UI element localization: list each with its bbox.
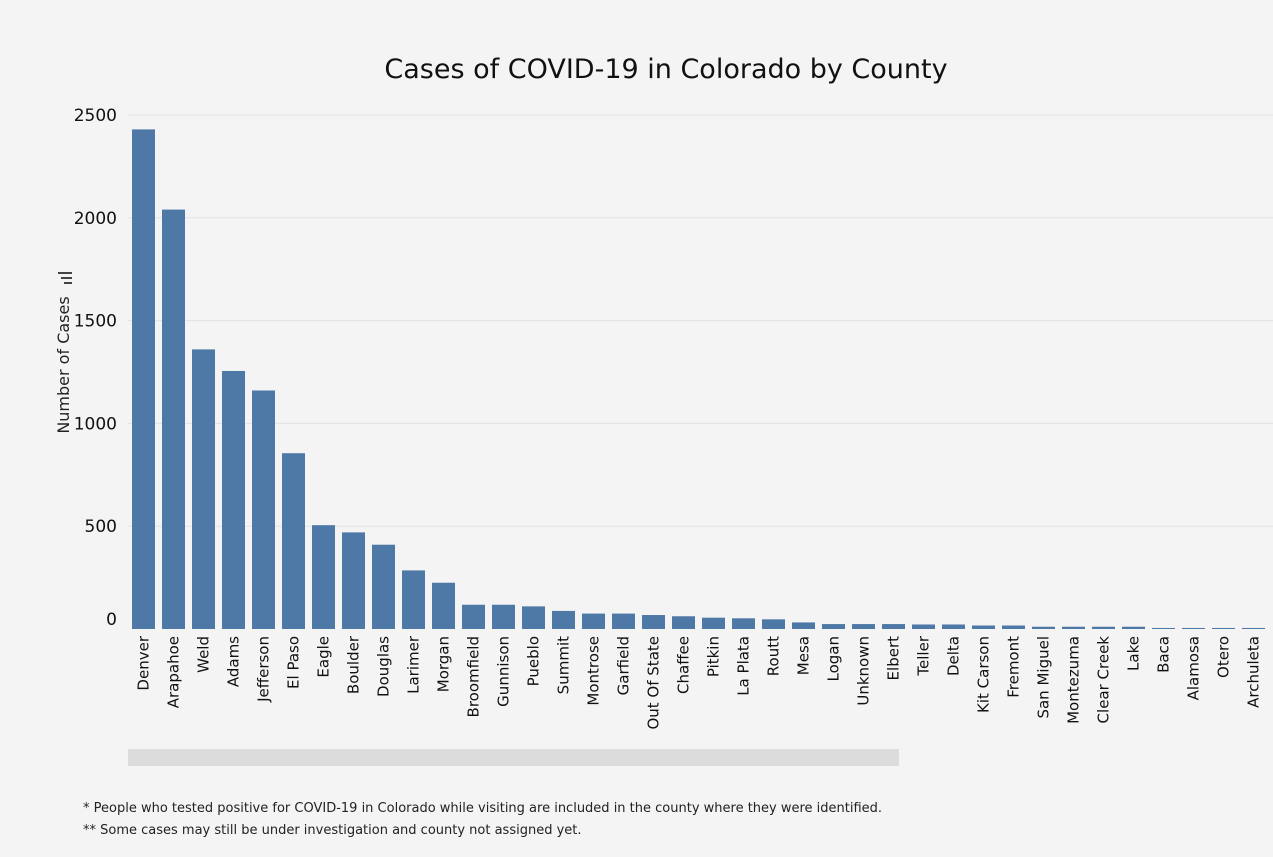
x-tick-label: Broomfield: [465, 636, 483, 717]
y-tick-label: 2000: [74, 209, 117, 229]
x-tick-label: Logan: [825, 636, 843, 682]
bar[interactable]: [252, 390, 275, 629]
x-tick-label: Montrose: [585, 636, 603, 706]
bar[interactable]: [942, 624, 965, 629]
x-tick-label: Kit Carson: [975, 636, 993, 713]
y-tick-label: 500: [85, 517, 117, 537]
y-tick-label: 1500: [74, 312, 117, 332]
bar[interactable]: [1122, 626, 1145, 629]
bar[interactable]: [1062, 626, 1085, 629]
bar[interactable]: [162, 209, 185, 630]
bars[interactable]: [132, 129, 1265, 630]
bar[interactable]: [1032, 626, 1055, 629]
y-tick-label: 1000: [74, 414, 117, 434]
x-tick-label: Delta: [945, 636, 963, 676]
x-tick-label: Teller: [915, 635, 933, 676]
x-tick-label: Alamosa: [1185, 636, 1203, 700]
bar[interactable]: [912, 624, 935, 629]
bar[interactable]: [342, 532, 365, 629]
x-tick-label: Lake: [1125, 636, 1143, 671]
x-tick-label: Pitkin: [705, 636, 723, 677]
x-tick-label: El Paso: [285, 636, 303, 689]
x-tick-label: Arapahoe: [165, 636, 183, 708]
bar[interactable]: [672, 616, 695, 629]
bar[interactable]: [1242, 627, 1265, 629]
bar[interactable]: [312, 525, 335, 629]
bar[interactable]: [1182, 627, 1205, 629]
footnote-unassigned: ** Some cases may still be under investi…: [83, 823, 582, 838]
x-tick-label: Morgan: [435, 636, 453, 692]
x-tick-label: Fremont: [1005, 636, 1023, 698]
x-tick-label: Summit: [555, 636, 573, 694]
x-tick-label: Jefferson: [255, 636, 273, 703]
bar[interactable]: [882, 624, 905, 629]
x-tick-label: La Plata: [735, 636, 753, 696]
chart-title: Cases of COVID-19 in Colorado by County: [384, 54, 947, 85]
bar[interactable]: [402, 570, 425, 629]
x-tick-label: Weld: [195, 636, 213, 673]
x-tick-label: Out Of State: [645, 636, 663, 730]
bar[interactable]: [492, 604, 515, 629]
bar[interactable]: [1212, 627, 1235, 629]
bar[interactable]: [372, 544, 395, 629]
bar[interactable]: [552, 610, 575, 629]
bar[interactable]: [1152, 627, 1175, 629]
bar[interactable]: [762, 619, 785, 629]
y-tick-label: 0: [106, 610, 117, 630]
x-tick-label: Adams: [225, 636, 243, 687]
x-tick-label: Eagle: [315, 636, 333, 678]
x-tick-label: Otero: [1215, 636, 1233, 678]
x-tick-label: Douglas: [375, 636, 393, 697]
x-tick-label: Pueblo: [525, 636, 543, 686]
bar[interactable]: [1002, 625, 1025, 629]
sort-icon[interactable]: [58, 272, 72, 284]
bar[interactable]: [222, 370, 245, 629]
bar[interactable]: [192, 349, 215, 629]
horizontal-scrollbar[interactable]: [128, 749, 899, 766]
x-tick-label: Boulder: [345, 635, 363, 694]
bar[interactable]: [462, 604, 485, 629]
x-tick-label: Montezuma: [1065, 636, 1083, 724]
bar[interactable]: [732, 618, 755, 629]
bar[interactable]: [852, 624, 875, 629]
x-tick-label: Routt: [765, 636, 783, 676]
bar[interactable]: [582, 613, 605, 629]
x-axis-ticks: Denver Arapahoe Weld Adams Jefferson El Paso E…: [135, 635, 1263, 729]
y-axis-label: Number of Cases: [54, 296, 73, 433]
bar[interactable]: [642, 615, 665, 629]
bar[interactable]: [972, 625, 995, 629]
bar[interactable]: [132, 129, 155, 629]
x-tick-label: Garfield: [615, 636, 633, 695]
bar[interactable]: [612, 613, 635, 629]
x-tick-label: Denver: [135, 635, 153, 690]
x-tick-label: Unknown: [855, 636, 873, 706]
gridlines: [128, 114, 1273, 527]
bar[interactable]: [522, 606, 545, 629]
x-tick-label: Gunnison: [495, 636, 513, 707]
x-tick-label: Clear Creek: [1095, 636, 1113, 724]
x-tick-label: Mesa: [795, 636, 813, 675]
bar[interactable]: [1092, 626, 1115, 629]
footnote-visitors: * People who tested positive for COVID-1…: [83, 801, 883, 816]
y-tick-label: 2500: [74, 106, 117, 126]
bar[interactable]: [792, 622, 815, 629]
x-tick-label: San Miguel: [1035, 636, 1053, 719]
y-axis-ticks: 0 500 1000 1500 2000 2500: [74, 106, 117, 630]
x-tick-label: Elbert: [885, 636, 903, 681]
bar[interactable]: [822, 624, 845, 629]
x-tick-label: Larimer: [405, 635, 423, 694]
x-tick-label: Baca: [1155, 636, 1173, 673]
x-tick-label: Chaffee: [675, 636, 693, 694]
x-tick-label: Archuleta: [1245, 636, 1263, 708]
bar[interactable]: [432, 582, 455, 629]
bar[interactable]: [282, 453, 305, 629]
bar[interactable]: [702, 617, 725, 629]
